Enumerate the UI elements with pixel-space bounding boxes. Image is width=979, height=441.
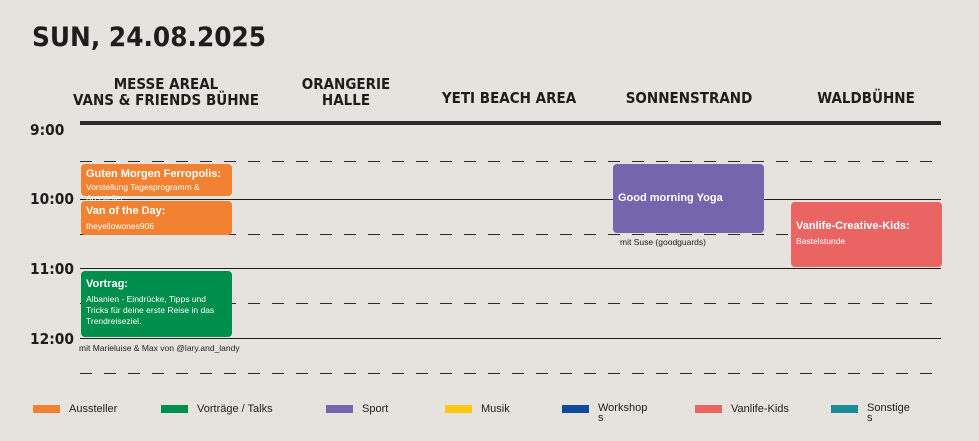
legend-swatch xyxy=(326,405,353,413)
event-title: Good morning Yoga xyxy=(618,192,723,204)
event-note-yoga: mit Suse (goodguards) xyxy=(620,237,706,247)
venue-name-line1: MESSE AREAL xyxy=(113,75,219,93)
event-good-morning-yoga[interactable]: Good morning Yoga xyxy=(613,164,764,233)
venue-header-orangerie: ORANGERIE HALLE xyxy=(302,76,391,108)
venue-name-line1: YETI BEACH AREA xyxy=(441,89,577,107)
half-hour-divider xyxy=(80,373,941,374)
event-subtitle: theyellowones906 xyxy=(86,221,155,231)
legend-swatch xyxy=(695,405,722,413)
event-title: Vortrag: xyxy=(86,278,128,290)
legend-label: Sonstige s xyxy=(867,402,910,424)
event-subtitle: Vorstellung Tagesprogramm & Aussteller xyxy=(86,182,200,203)
time-label: 12:00 xyxy=(30,330,74,348)
venue-header-waldbuehne: WALDBÜHNE xyxy=(817,90,915,106)
legend-label: Vanlife-Kids xyxy=(731,403,789,415)
legend-swatch xyxy=(445,405,472,413)
hour-divider xyxy=(80,338,941,339)
venue-name-line1: SONNENSTRAND xyxy=(625,89,753,107)
legend-swatch xyxy=(831,405,858,413)
venue-header-sonnenstrand: SONNENSTRAND xyxy=(626,90,753,106)
event-vanlife-creative-kids[interactable]: Vanlife-Creative-Kids: Bastelstunde xyxy=(791,202,942,267)
legend-swatch xyxy=(562,405,589,413)
hour-divider xyxy=(80,199,941,200)
venue-name-line2: HALLE xyxy=(321,91,371,109)
event-subtitle: Albanien - Eindrücke, Tipps und Tricks f… xyxy=(86,294,215,326)
event-note-vortrag: mit Marieluise & Max von @lary.and_landy xyxy=(79,343,240,353)
half-hour-divider xyxy=(80,303,941,304)
event-title: Vanlife-Creative-Kids: xyxy=(796,220,910,232)
venue-name-line1: ORANGERIE xyxy=(301,75,391,93)
page-title: SUN, 24.08.2025 xyxy=(32,22,267,53)
event-guten-morgen[interactable]: Guten Morgen Ferropolis: Vorstellung Tag… xyxy=(81,164,232,203)
legend-label: Sport xyxy=(362,403,389,415)
legend-label: Musik xyxy=(481,403,510,415)
legend-swatch xyxy=(161,405,188,413)
event-title: Van of the Day: xyxy=(86,205,166,217)
venue-name-line2: VANS & FRIENDS BÜHNE xyxy=(72,91,260,109)
event-vortrag[interactable]: Vortrag: Albanien - Eindrücke, Tipps und… xyxy=(81,271,232,337)
hour-divider xyxy=(80,268,941,269)
venue-header-messe-areal: MESSE AREAL VANS & FRIENDS BÜHNE xyxy=(73,76,259,108)
legend-swatch xyxy=(33,405,60,413)
event-subtitle: Bastelstunde xyxy=(796,236,846,246)
time-label: 9:00 xyxy=(30,121,65,139)
venue-name-line1: WALDBÜHNE xyxy=(817,89,915,107)
legend-label: Aussteller xyxy=(69,403,118,415)
time-label: 11:00 xyxy=(30,260,74,278)
half-hour-divider xyxy=(80,234,941,235)
legend-label: Workshop s xyxy=(598,402,648,424)
event-title: Guten Morgen Ferropolis: xyxy=(86,168,222,180)
legend-label: Vorträge / Talks xyxy=(197,403,273,415)
schedule-top-rule xyxy=(80,121,941,125)
venue-header-yeti-beach: YETI BEACH AREA xyxy=(442,90,576,106)
event-van-of-the-day[interactable]: Van of the Day: theyellowones906 xyxy=(81,201,232,235)
half-hour-divider xyxy=(80,161,941,162)
time-label: 10:00 xyxy=(30,190,74,208)
